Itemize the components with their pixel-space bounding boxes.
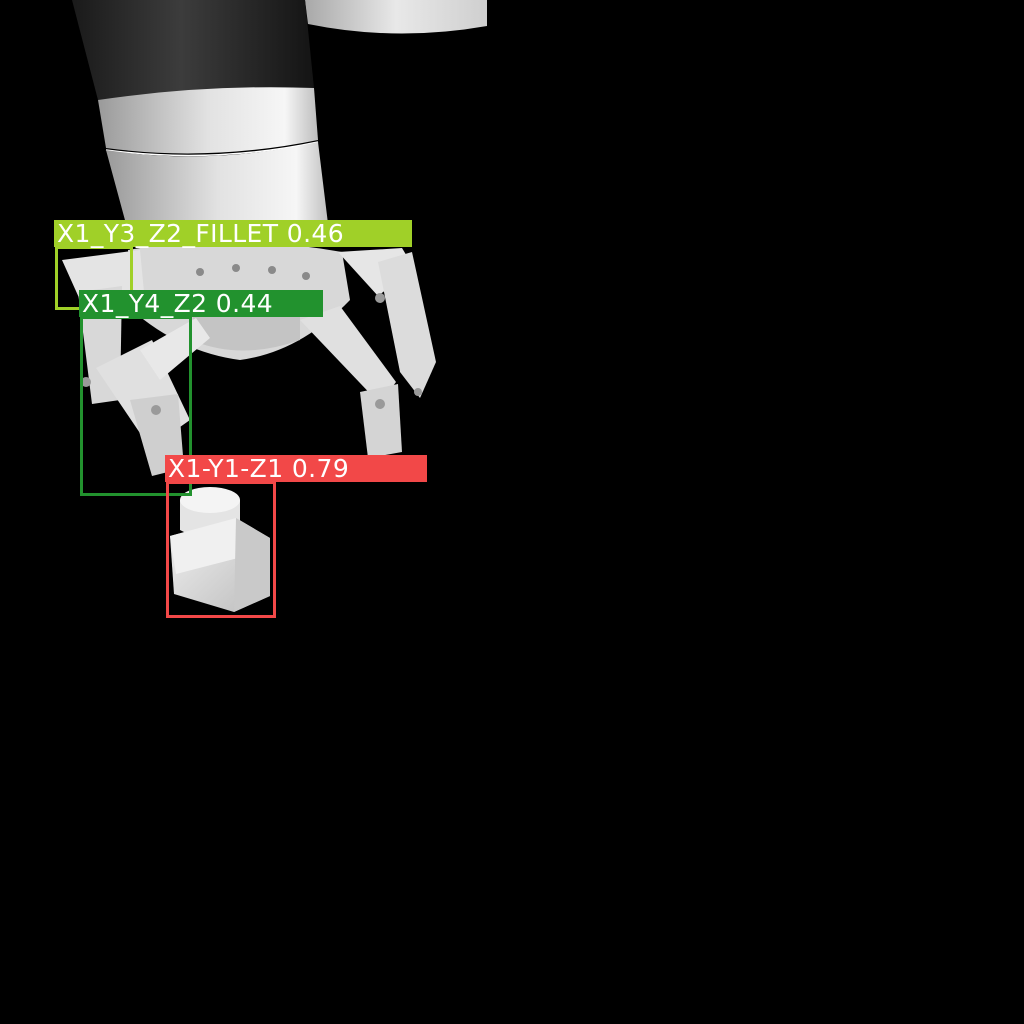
right-finger xyxy=(300,248,436,458)
detection-box-x1-y1-z1 xyxy=(166,481,276,618)
detection-label-x1-y4-z2: X1_Y4_Z2 0.44 xyxy=(79,290,323,317)
left-finger xyxy=(62,250,210,476)
detection-label-x1-y3-z2-fillet: X1_Y3_Z2_FILLET 0.46 xyxy=(54,220,412,247)
grasped-part xyxy=(170,487,270,612)
wrist-cylinder xyxy=(72,0,314,104)
upper-cylinder xyxy=(305,0,487,34)
detection-label-x1-y1-z1: X1-Y1-Z1 0.79 xyxy=(165,455,427,482)
detection-box-x1-y4-z2 xyxy=(80,316,192,496)
